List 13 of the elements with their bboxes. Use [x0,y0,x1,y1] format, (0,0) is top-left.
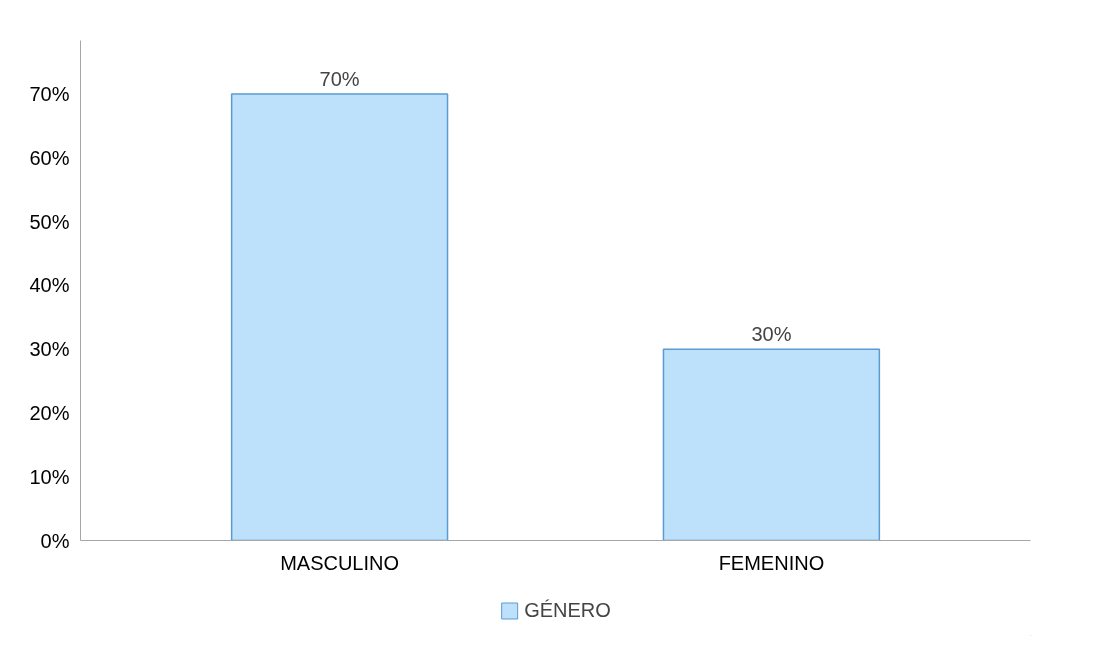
y-tick-label: 10% [29,465,70,488]
y-tick-label: 30% [29,338,70,361]
y-tick-label: 0% [40,529,70,552]
x-tick-label: MASCULINO [280,551,400,574]
data-label: 30% [751,323,792,346]
legend-label: GÉNERO [524,598,611,622]
x-tick-label: FEMENINO [718,551,825,574]
y-tick-label: 50% [29,210,70,233]
data-label: 70% [319,68,360,91]
y-tick-label: 40% [29,274,70,297]
y-tick-label: 70% [29,83,70,106]
y-tick-label: 60% [29,146,70,169]
y-tick-label: 20% [29,401,70,424]
